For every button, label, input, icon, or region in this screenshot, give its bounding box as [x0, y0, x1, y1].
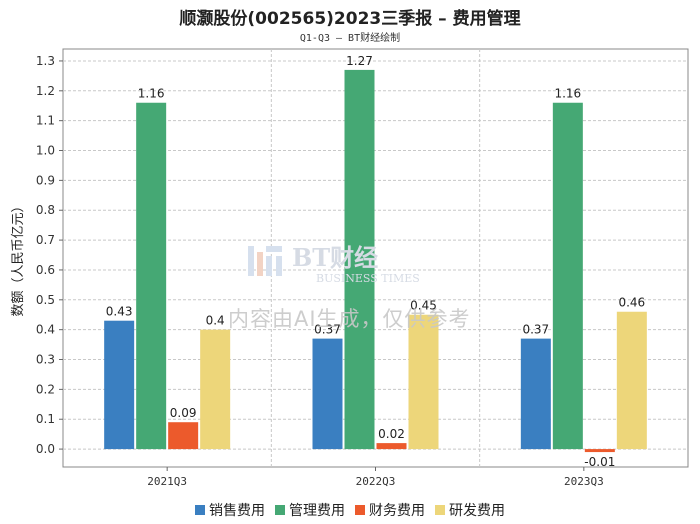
- data-label: 1.27: [346, 54, 373, 68]
- data-label: 0.46: [618, 296, 645, 310]
- bar-0-1: [312, 338, 343, 450]
- y-tick-label: 0.7: [36, 233, 55, 247]
- bar-2-0: [168, 422, 199, 450]
- chart-subtitle: Q1-Q3 – BT财经绘制: [299, 33, 401, 44]
- y-tick-label: 0.5: [36, 293, 55, 307]
- data-label: -0.01: [584, 455, 615, 469]
- legend-item: 管理费用: [275, 500, 345, 520]
- data-label: 0.45: [410, 299, 437, 313]
- chart-title: 顺灏股份(002565)2023三季报 – 费用管理: [179, 9, 521, 29]
- chart-legend: 销售费用 管理费用 财务费用 研发费用: [0, 500, 700, 520]
- legend-swatch: [275, 505, 285, 515]
- y-tick-label: 0.6: [36, 263, 55, 277]
- legend-label: 管理费用: [289, 503, 345, 519]
- legend-swatch: [355, 505, 365, 515]
- bar-1-0: [136, 102, 167, 450]
- legend-swatch: [195, 505, 205, 515]
- data-label: 1.16: [554, 87, 581, 101]
- legend-label: 销售费用: [209, 503, 265, 519]
- bar-3-0: [200, 329, 231, 450]
- y-tick-label: 1.2: [36, 84, 55, 98]
- bar-1-2: [552, 102, 583, 450]
- x-tick-label: 2023Q3: [564, 475, 604, 488]
- y-tick-label: 0.1: [36, 412, 55, 426]
- watermark-brand-en: BUSINESS TIMES: [316, 272, 420, 285]
- data-label: 0.37: [314, 323, 341, 337]
- y-axis-label: 数额（人民币亿元）: [11, 199, 26, 316]
- watermark-brand: BT财经: [292, 243, 378, 272]
- y-tick-label: 0.0: [36, 442, 55, 456]
- bar-3-1: [408, 314, 439, 450]
- bar-1-1: [344, 69, 375, 450]
- y-tick-label: 0.4: [36, 323, 55, 337]
- legend-item: 研发费用: [435, 500, 505, 520]
- data-label: 1.16: [138, 87, 165, 101]
- y-tick-label: 0.3: [36, 353, 55, 367]
- plot-area: [62, 48, 689, 468]
- data-label: 0.02: [378, 427, 405, 441]
- y-tick-label: 0.8: [36, 203, 55, 217]
- data-label: 0.43: [106, 305, 133, 319]
- y-tick-label: 0.9: [36, 173, 55, 187]
- y-tick-label: 1.1: [36, 114, 55, 128]
- y-tick-label: 1.0: [36, 144, 55, 158]
- legend-item: 销售费用: [195, 500, 265, 520]
- x-tick-label: 2021Q3: [147, 475, 187, 488]
- data-label: 0.4: [206, 314, 225, 328]
- watermark-notice: 内容由AI生成，仅供参考: [228, 307, 471, 331]
- bar-2-1: [376, 443, 407, 450]
- x-tick-label: 2022Q3: [356, 475, 396, 488]
- bar-0-2: [520, 338, 551, 450]
- data-label: 0.37: [522, 323, 549, 337]
- legend-label: 研发费用: [449, 503, 505, 519]
- legend-item: 财务费用: [355, 500, 425, 520]
- legend-label: 财务费用: [369, 503, 425, 519]
- y-tick-label: 1.3: [36, 54, 55, 68]
- bar-3-2: [616, 311, 647, 450]
- watermark-logo: BT财经 BUSINESS TIMES: [248, 240, 458, 294]
- bar-0-0: [104, 320, 135, 450]
- legend-swatch: [435, 505, 445, 515]
- bar-2-2: [584, 449, 615, 453]
- y-tick-label: 0.2: [36, 382, 55, 396]
- data-label: 0.09: [170, 406, 197, 420]
